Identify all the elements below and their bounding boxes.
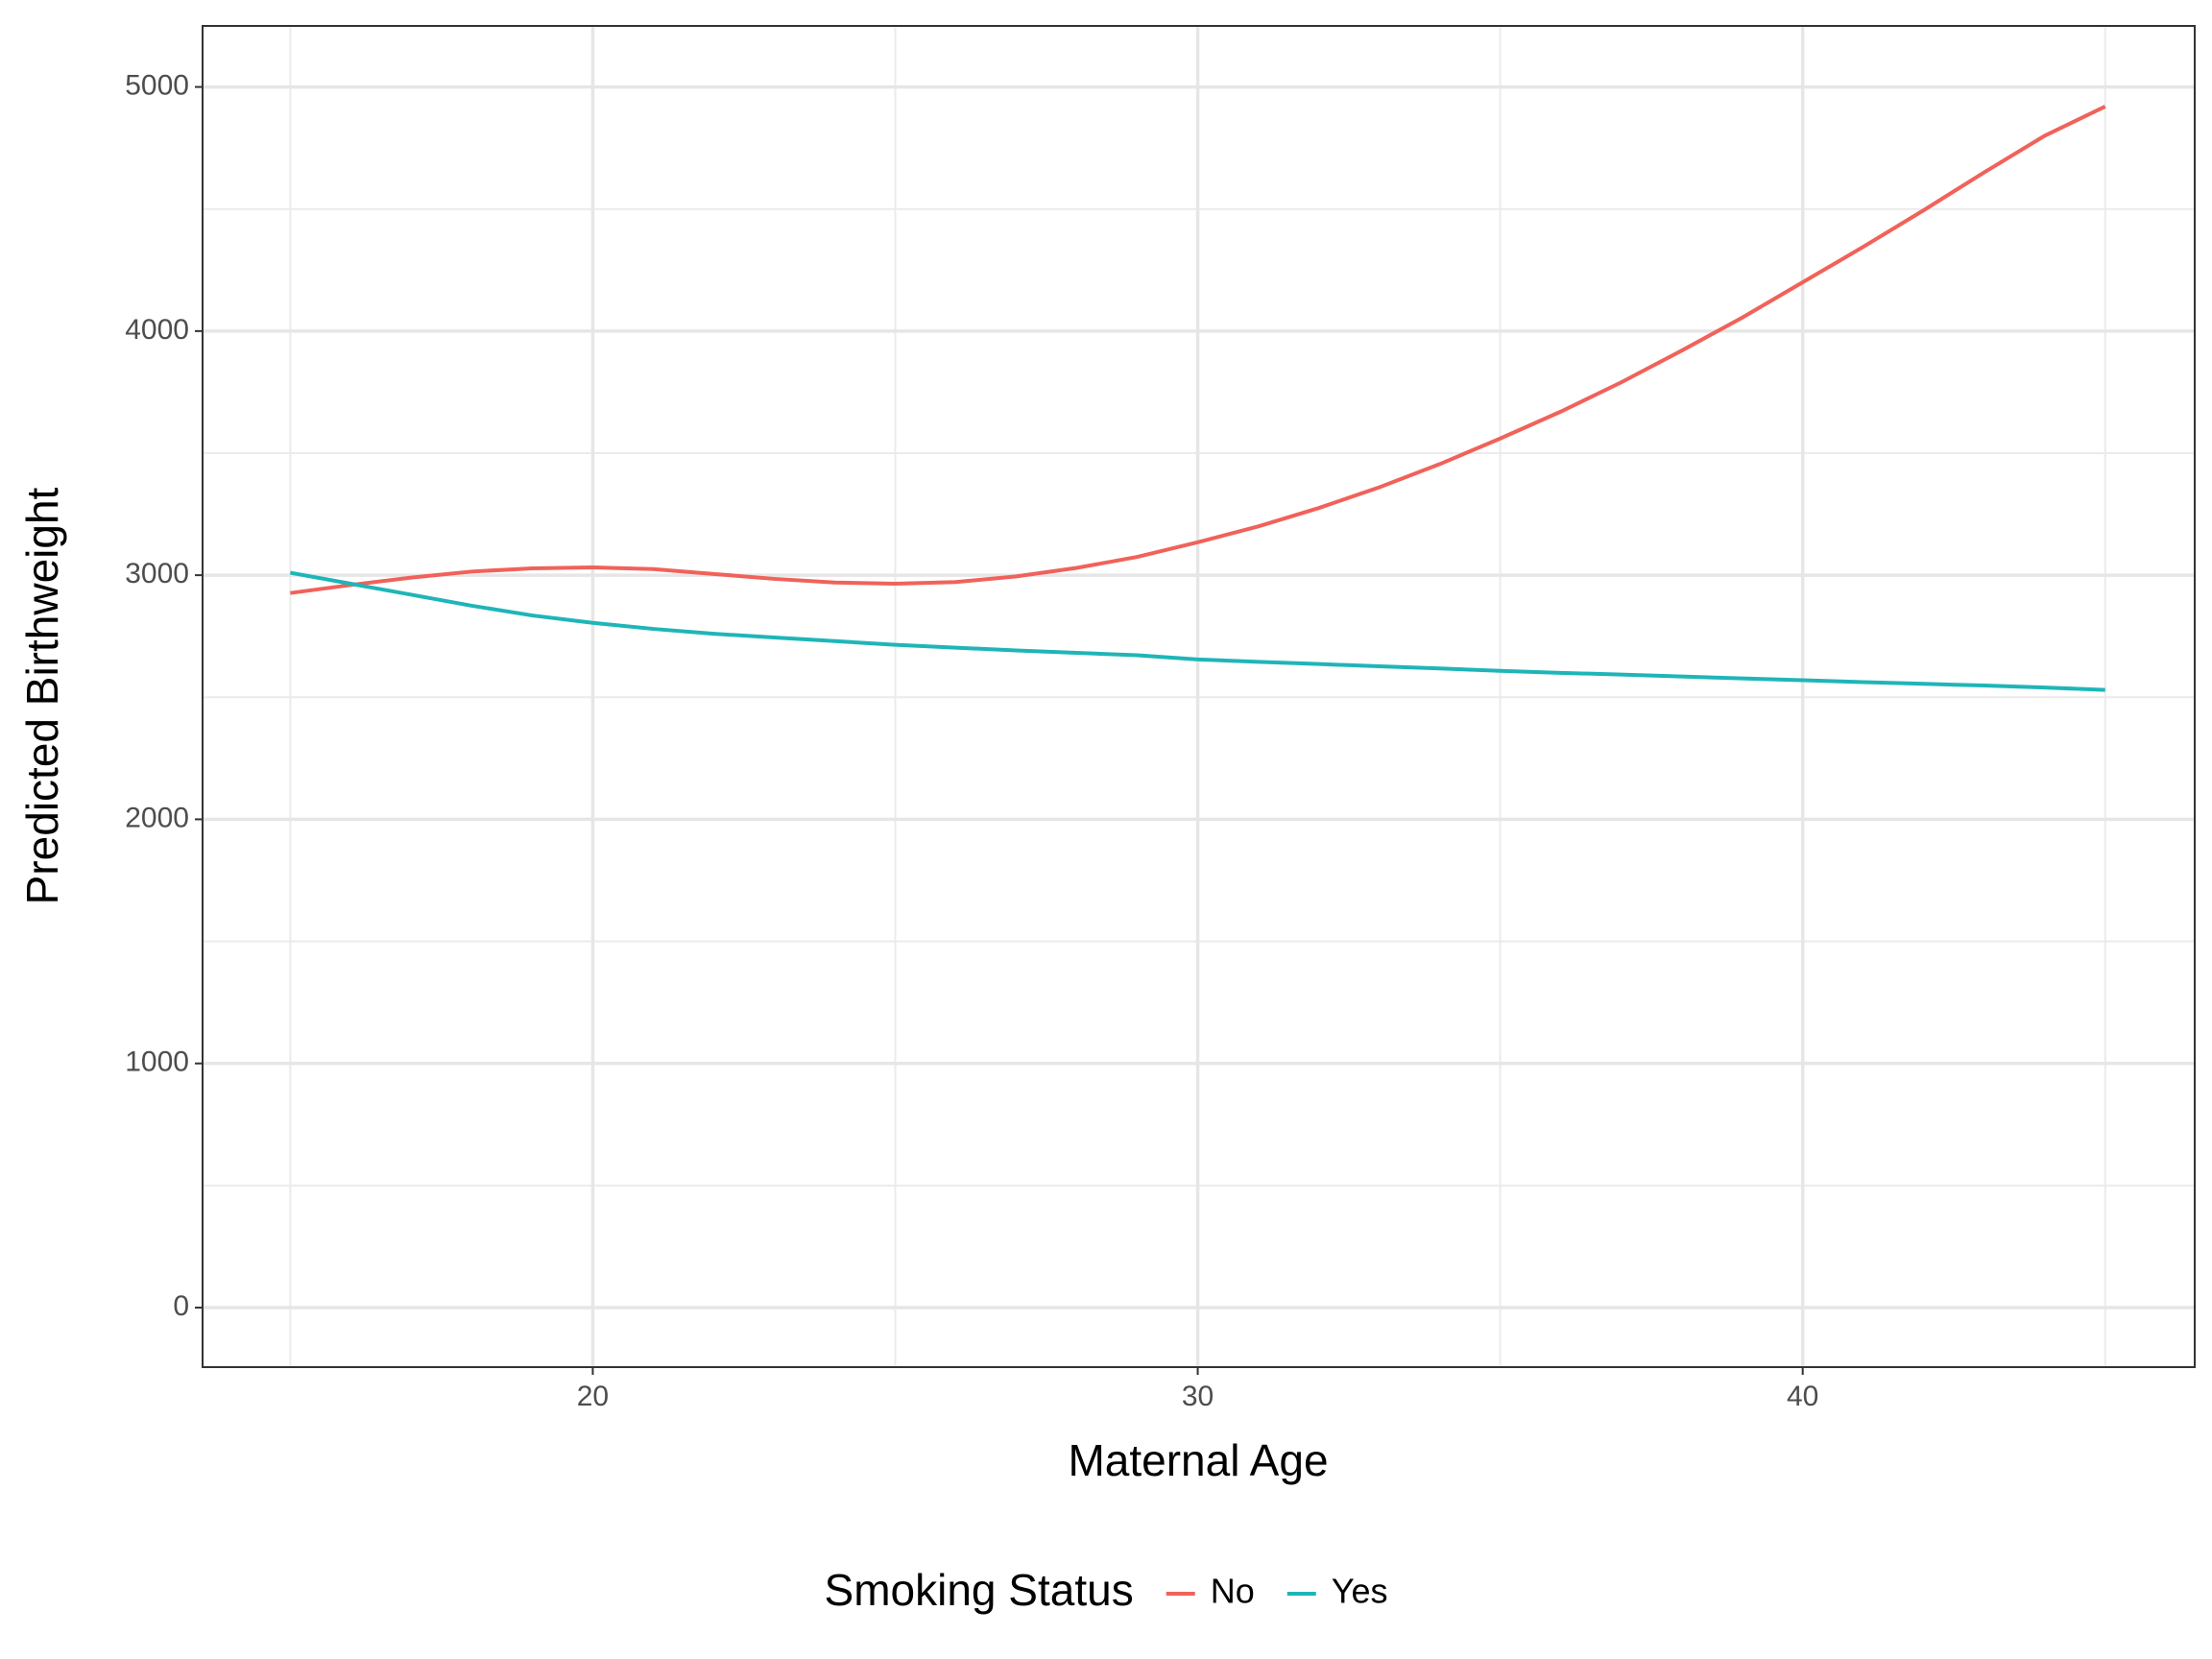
y-tick-label: 3000 [125, 558, 189, 589]
legend-label: No [1211, 1572, 1255, 1611]
plot-border [202, 25, 2196, 1368]
x-tick-label: 30 [1182, 1381, 1214, 1412]
x-tick-label: 20 [577, 1381, 609, 1412]
y-tick-label: 5000 [125, 69, 189, 101]
legend-title: Smoking Status [825, 1565, 1134, 1615]
x-axis-title: Maternal Age [1068, 1435, 1328, 1485]
line-series [290, 105, 2106, 595]
y-tick-label: 0 [173, 1290, 189, 1322]
y-axis-title: Predicted Birthweight [17, 487, 67, 904]
x-tick-label: 40 [1787, 1381, 1818, 1412]
y-tick-label: 2000 [125, 802, 189, 833]
y-tick-label: 4000 [125, 314, 189, 346]
legend-label: Yes [1332, 1572, 1388, 1611]
line-series [290, 570, 2105, 692]
y-tick-label: 1000 [125, 1046, 189, 1078]
